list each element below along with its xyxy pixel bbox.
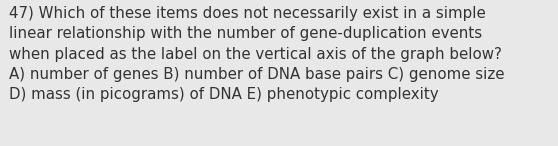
Text: 47) Which of these items does not necessarily exist in a simple
linear relations: 47) Which of these items does not necess… [9, 6, 504, 102]
